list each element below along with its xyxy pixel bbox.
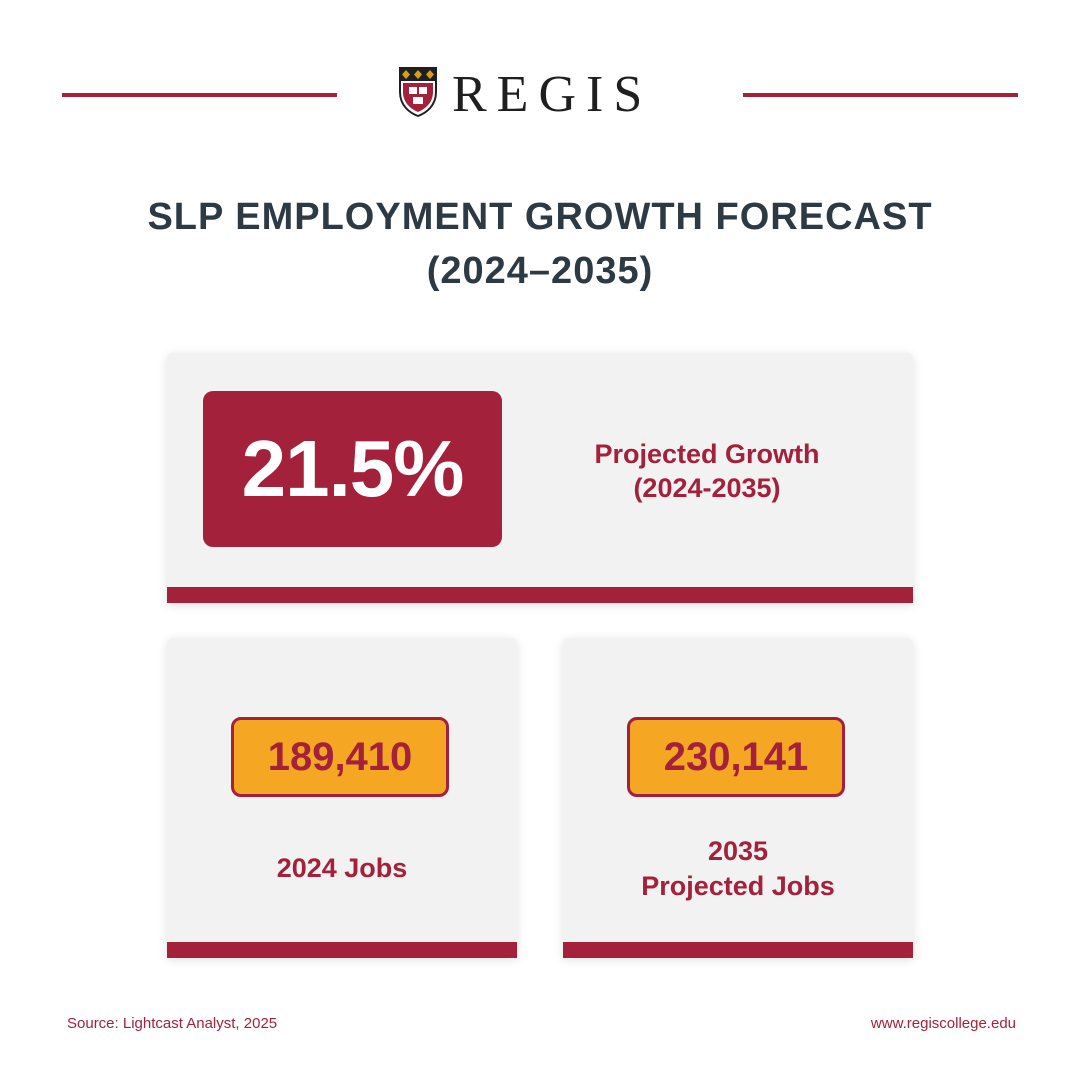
jobs-2024-label: 2024 Jobs — [276, 853, 408, 883]
brand-logo: REGIS — [398, 66, 652, 123]
jobs-2035-label: 2035 Projected Jobs — [563, 834, 913, 904]
growth-label-line-2: (2024-2035) — [633, 473, 781, 503]
crest-icon — [398, 66, 438, 123]
growth-label: Projected Growth (2024-2035) — [537, 437, 877, 505]
header-rule-left — [62, 93, 337, 97]
jobs-2024-value-box: 189,410 — [231, 717, 449, 797]
title-line-1: SLP EMPLOYMENT GROWTH FORECAST — [147, 196, 933, 238]
jobs-2024-value: 189,410 — [267, 734, 413, 779]
source-note: Source: Lightcast Analyst, 2025 — [67, 1015, 278, 1032]
jobs-2035-label-line-2: Projected Jobs — [641, 871, 835, 901]
growth-label-line-1: Projected Growth — [594, 439, 820, 469]
card-bottom-bar — [563, 942, 913, 958]
card-bottom-bar — [167, 587, 913, 603]
growth-value-box: 21.5% — [203, 391, 502, 547]
jobs-2024-card: 189,410 2024 Jobs — [167, 638, 517, 958]
card-bottom-bar — [167, 942, 517, 958]
jobs-2035-value-box: 230,141 — [627, 717, 845, 797]
jobs-2035-label-line-1: 2035 — [707, 836, 769, 866]
header-rule-right — [743, 93, 1018, 97]
brand-name: REGIS — [452, 65, 653, 123]
jobs-2035-value: 230,141 — [663, 734, 809, 779]
title-line-2: (2024–2035) — [426, 250, 654, 292]
growth-value: 21.5% — [241, 424, 465, 513]
growth-card: 21.5% Projected Growth (2024-2035) — [167, 353, 913, 603]
jobs-2035-card: 230,141 2035 Projected Jobs — [563, 638, 913, 958]
website-link[interactable]: www.regiscollege.edu — [870, 1015, 1016, 1032]
page-title: SLP EMPLOYMENT GROWTH FORECAST (2024–203… — [0, 190, 1080, 298]
